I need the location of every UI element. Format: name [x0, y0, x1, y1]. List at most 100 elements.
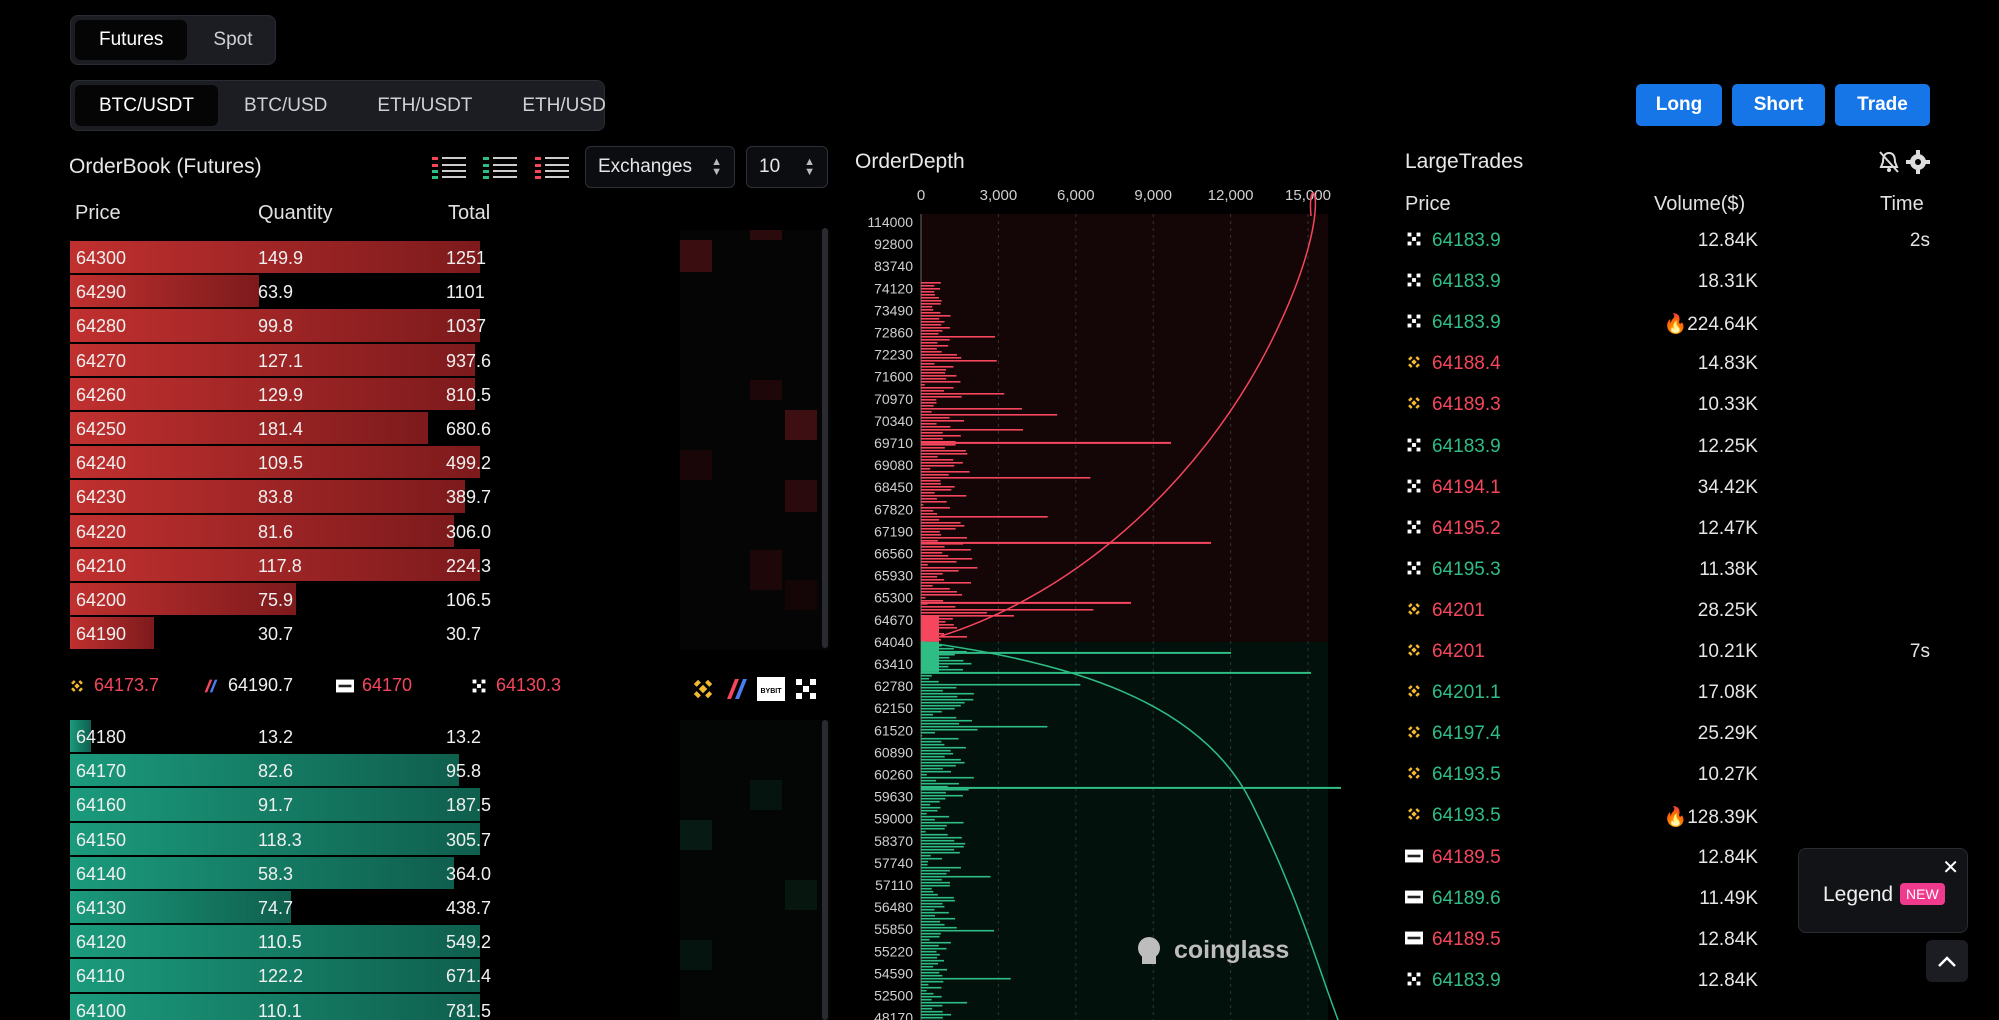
bid-depth-bar: [70, 856, 454, 889]
bid-row[interactable]: 64160 91.7 187.5: [70, 787, 596, 821]
ask-total: 1251: [446, 248, 487, 268]
ask-row[interactable]: 64210 117.8 224.3: [70, 548, 596, 582]
ask-total: 1037: [446, 316, 487, 337]
tab-btc-usd[interactable]: BTC/USD: [244, 94, 328, 116]
binance-logo-icon: [1408, 726, 1420, 739]
settings-gear-icon[interactable]: [1906, 150, 1930, 174]
y-tick-label: 62780: [874, 678, 913, 694]
trade-row: 64194.1 34.42K: [1405, 469, 1930, 510]
close-icon[interactable]: ✕: [1942, 857, 1959, 879]
ask-row[interactable]: 64300 149.9 1251: [70, 240, 596, 274]
exchanges-select[interactable]: Exchanges ▲ ▼: [585, 146, 735, 188]
market-type-switch: Futures Spot: [70, 15, 276, 65]
bybit-filter-icon[interactable]: BYBIT: [757, 675, 785, 703]
bid-depth-bar: [70, 720, 92, 753]
okx-logo-icon: [1407, 479, 1421, 493]
trade-price: 64195.3: [1432, 558, 1501, 580]
ask-row[interactable]: 64280 99.8 1037: [70, 308, 596, 342]
view-asks-icon[interactable]: [535, 155, 569, 181]
bid-depth-bar: [70, 788, 481, 821]
y-tick-label: 57740: [874, 855, 913, 871]
trade-row: 64183.9 18.31K: [1405, 263, 1930, 304]
tab-eth-usdt[interactable]: ETH/USDT: [377, 94, 473, 116]
x-tick-label: 9,000: [1134, 187, 1172, 204]
bid-row[interactable]: 64140 58.3 364.0: [70, 856, 596, 890]
bid-row[interactable]: 64170 82.6 95.8: [70, 753, 596, 787]
trade-price: 64183.9: [1432, 435, 1501, 457]
ask-total: 1101: [446, 282, 485, 303]
depth-count-select[interactable]: 10 ▲ ▼: [746, 146, 828, 188]
y-tick-label: 66560: [874, 546, 913, 562]
view-both-icon[interactable]: [432, 155, 466, 181]
tab-futures[interactable]: Futures: [75, 20, 188, 60]
ask-price: 64240: [76, 453, 127, 474]
ask-price: 64220: [76, 521, 127, 542]
tab-spot[interactable]: Spot: [213, 29, 253, 50]
okx-logo-icon: [1407, 273, 1421, 287]
ask-row[interactable]: 64260 129.9 810.5: [70, 377, 596, 411]
trade-price: 64189.6: [1432, 887, 1501, 909]
bid-price: 64130: [76, 897, 127, 918]
bitmex-logo-icon: [204, 679, 218, 692]
bid-qty: 110.1: [258, 1000, 302, 1020]
orderdepth-chart: 0 3,000 6,000 9,000 12,000 15,000 114000 92800 8…: [867, 187, 1341, 1020]
ask-depth-bar: [70, 514, 454, 547]
orderbook-scrollbar[interactable]: [822, 228, 828, 648]
mute-bell-icon[interactable]: [1878, 150, 1900, 174]
ask-row[interactable]: 64190 30.7 30.7: [70, 616, 596, 650]
ask-row[interactable]: 64230 83.8 389.7: [70, 479, 596, 513]
bid-price: 64180: [76, 727, 127, 747]
ask-qty: 83.8: [258, 487, 294, 508]
bybit-logo-icon: [1405, 890, 1423, 904]
y-tick-label: 60260: [874, 767, 913, 783]
bid-row[interactable]: 64120 110.5 549.2: [70, 924, 596, 958]
bid-row[interactable]: 64180 13.2 13.2: [70, 719, 596, 753]
bid-row[interactable]: 64130 74.7 438.7: [70, 890, 596, 924]
okx-filter-icon[interactable]: [792, 675, 820, 703]
trade-price: 64183.9: [1432, 271, 1501, 293]
orderbook-bids-scrollbar[interactable]: [822, 720, 828, 1020]
tab-btc-usdt[interactable]: BTC/USDT: [75, 85, 218, 126]
bid-price: 64160: [76, 795, 127, 816]
view-bids-icon[interactable]: [483, 155, 517, 181]
bid-depth-bar: [70, 925, 481, 958]
ask-row[interactable]: 64270 127.1 937.6: [70, 343, 596, 377]
orderbook-title: OrderBook (Futures): [69, 155, 262, 178]
exchange-price-value: 64190.7: [228, 675, 294, 695]
ask-row[interactable]: 64290 63.9 1101: [70, 274, 596, 308]
orderbook-header-quantity: Quantity: [258, 202, 333, 224]
ask-row[interactable]: 64240 109.5 499.2: [70, 445, 596, 479]
bitmex-filter-icon[interactable]: [723, 675, 751, 703]
legend-popup[interactable]: ✕ Legend NEW: [1798, 848, 1968, 933]
bids-list: 64180 13.2 13.2 64170 82.6 95.8 64160 91.7 187.5…: [70, 719, 596, 1020]
ask-total: 389.7: [446, 487, 492, 508]
ask-price: 64200: [76, 589, 127, 610]
trade-volume: 11.38K: [1699, 558, 1758, 580]
ask-row[interactable]: 64250 181.4 680.6: [70, 411, 596, 445]
bid-row[interactable]: 64110 122.2 671.4: [70, 958, 596, 992]
long-button[interactable]: Long: [1636, 84, 1722, 126]
bid-price: 64110: [76, 966, 125, 987]
orderbook-header-total: Total: [448, 202, 491, 224]
y-tick-label: 65300: [874, 590, 913, 606]
scroll-top-button[interactable]: [1926, 940, 1968, 982]
binance-logo-icon: [1408, 808, 1420, 821]
bid-row[interactable]: 64100 110.1 781.5: [70, 993, 596, 1020]
short-button[interactable]: Short: [1732, 84, 1825, 126]
bid-qty: 13.2: [258, 727, 294, 747]
trade-volume: 28.25K: [1697, 599, 1758, 621]
ask-qty: 117.8: [258, 555, 302, 576]
ask-depth-bar: [70, 377, 476, 410]
trade-button[interactable]: Trade: [1835, 84, 1930, 126]
ask-price: 64190: [76, 624, 127, 645]
ask-row[interactable]: 64200 75.9 106.5: [70, 582, 596, 616]
tab-eth-usd[interactable]: ETH/USD: [522, 94, 606, 116]
bid-total: 364.0: [446, 863, 492, 884]
select-caret-icon: ▲ ▼: [804, 156, 815, 178]
exchange-price-value: 64170: [362, 675, 413, 695]
ask-price: 64290: [76, 282, 127, 303]
binance-filter-icon[interactable]: [689, 675, 717, 703]
trade-row: 64188.4 14.83K: [1405, 345, 1930, 386]
bid-row[interactable]: 64150 118.3 305.7: [70, 822, 596, 856]
ask-row[interactable]: 64220 81.6 306.0: [70, 514, 596, 548]
